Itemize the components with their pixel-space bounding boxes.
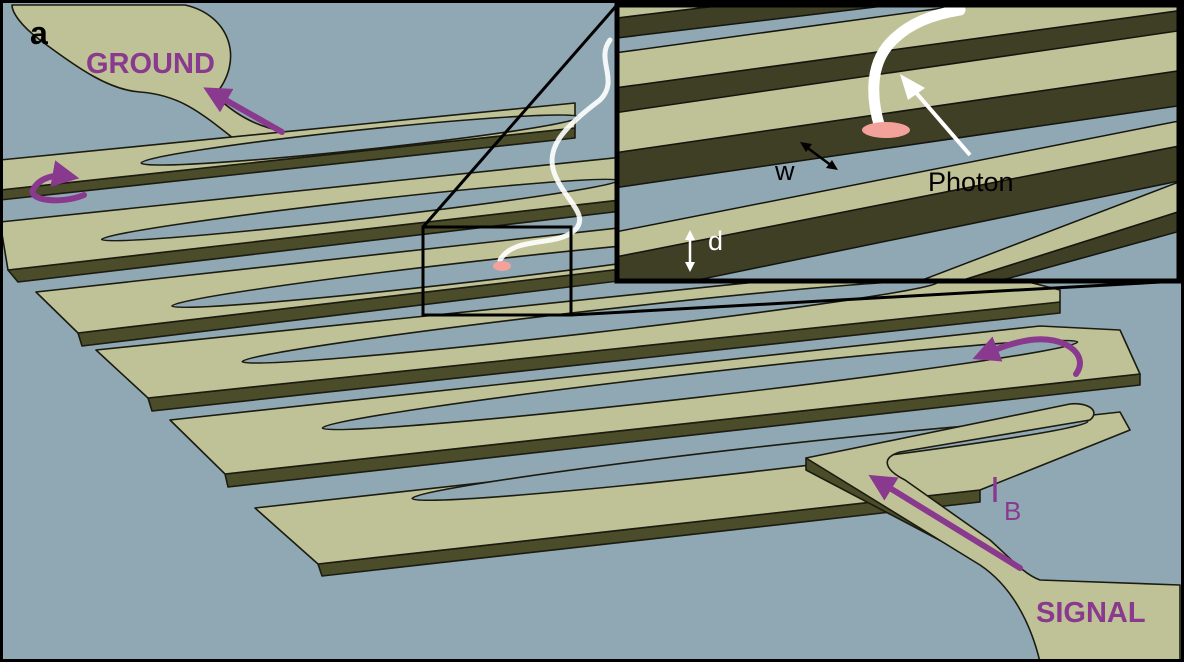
nanowire-meander [0,4,1181,662]
bias-current-subscript: B [1004,496,1021,526]
photon-arrow-head [900,74,925,100]
signal-pad [805,402,1181,662]
photon-label: Photon [928,167,1014,197]
inset-strip-4 [617,120,1179,258]
bias-current-label: I [990,469,1000,510]
signal-current-arrow [868,474,1023,571]
inset-photon-trail [868,5,966,134]
signal-label: SIGNAL [1036,597,1146,629]
width-arrow-head-b [826,160,838,170]
inset-strip-1 [617,5,732,19]
ground-current-arrow [203,87,285,135]
ground-label: GROUND [86,48,215,80]
inset-strip-2 [617,5,1179,89]
inset-strip-3 [617,29,1179,154]
ground-pad [11,4,307,143]
thickness-arrow-head-a [685,230,695,240]
current-arrows [29,87,1083,571]
inset-border [614,2,1182,284]
zoom-region-box [421,225,573,317]
zoom-line-top [421,4,619,228]
inset-strip-5 [917,181,1179,281]
width-arrow [804,144,833,168]
signal-turn-current-arrow [972,336,1083,377]
thickness-arrow-head-b [685,262,695,272]
hotspot [493,261,511,271]
inset-strip-1-side [617,5,899,39]
panel-label: a [30,15,48,51]
photon-trail [497,37,613,263]
slot-5 [321,339,1079,431]
thickness-label: d [708,226,723,256]
width-label: w [774,156,795,186]
zoom-line-bottom [570,279,1180,317]
turn-current-arrow [29,160,87,204]
inset-hotspot [862,122,910,138]
photon-arrow [910,86,972,157]
width-arrow-head-a [800,142,812,152]
inset-panel [614,2,1182,284]
